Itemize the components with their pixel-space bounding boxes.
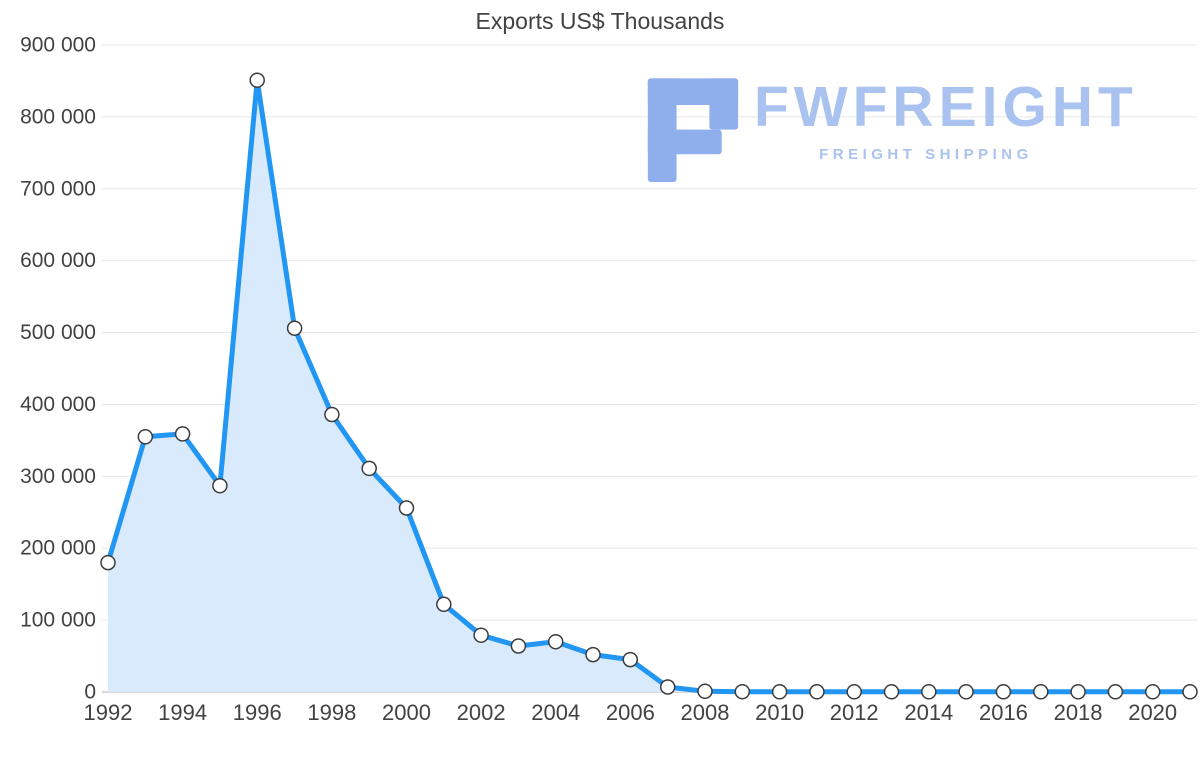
data-point-marker: [585, 646, 601, 663]
x-tick-label: 2004: [531, 700, 580, 725]
data-point-marker: [212, 477, 228, 494]
x-tick-label: 1992: [84, 700, 133, 725]
y-tick-label: 400 000: [20, 393, 96, 416]
x-tick-label: 1998: [307, 700, 356, 725]
y-tick-label: 800 000: [20, 105, 96, 128]
x-tick-label: 2000: [382, 700, 431, 725]
x-tick-label: 2016: [979, 700, 1028, 725]
data-point-marker: [1107, 684, 1124, 700]
data-point-marker: [1033, 684, 1049, 700]
data-point-marker: [958, 684, 974, 700]
x-tick-label: 2002: [457, 700, 506, 725]
data-point-marker: [137, 429, 154, 445]
y-tick-label: 900 000: [20, 34, 96, 57]
data-point-marker: [510, 638, 527, 654]
data-point-marker: [324, 406, 340, 423]
data-point-marker: [659, 679, 676, 695]
x-tick-label: 2012: [830, 700, 879, 725]
data-point-marker: [846, 684, 862, 700]
x-tick-label: 2014: [904, 700, 953, 725]
data-point-marker: [547, 633, 564, 650]
data-point-marker: [436, 596, 452, 613]
x-tick-label: 2018: [1054, 700, 1103, 725]
data-point-marker: [473, 627, 489, 643]
y-tick-label: 500 000: [20, 321, 96, 344]
data-point-marker: [361, 460, 377, 477]
data-point-marker: [1182, 684, 1198, 700]
x-tick-label: 1996: [233, 700, 282, 725]
data-point-marker: [883, 684, 900, 700]
y-axis-labels: 0 100 000 200 000 300 000 400 000 500 000 600 …: [20, 34, 96, 704]
y-tick-label: 600 000: [20, 249, 96, 272]
data-point-marker: [809, 684, 825, 700]
x-tick-label: 2008: [680, 700, 729, 725]
data-point-marker: [249, 72, 265, 88]
area-fill: [108, 80, 1190, 692]
data-point-marker: [734, 683, 751, 700]
x-tick-label: 1994: [158, 700, 207, 725]
y-tick-label: 200 000: [20, 537, 96, 560]
y-tick-label: 300 000: [20, 465, 96, 488]
x-tick-label: 2006: [606, 700, 655, 725]
y-tick-label: 0: [84, 681, 96, 704]
data-point-marker: [995, 684, 1012, 700]
data-point-marker: [1144, 684, 1161, 700]
data-point-marker: [398, 500, 415, 516]
data-point-marker: [697, 683, 713, 700]
data-point-marker: [286, 320, 303, 336]
data-point-marker: [100, 554, 116, 571]
y-tick-label: 700 000: [20, 177, 96, 200]
data-point-marker: [622, 651, 639, 668]
data-point-marker: [174, 426, 191, 442]
x-tick-label: 2020: [1128, 700, 1177, 725]
data-point-marker: [921, 684, 937, 700]
data-point-marker: [771, 684, 788, 700]
data-point-marker: [1070, 684, 1086, 700]
y-tick-label: 100 000: [20, 609, 96, 632]
x-tick-label: 2010: [755, 700, 804, 725]
x-axis-labels: 1992 1994 1996 1998 2000 2002 2004 2006 2008 2010…: [84, 700, 1178, 725]
data-markers: [100, 72, 1198, 700]
